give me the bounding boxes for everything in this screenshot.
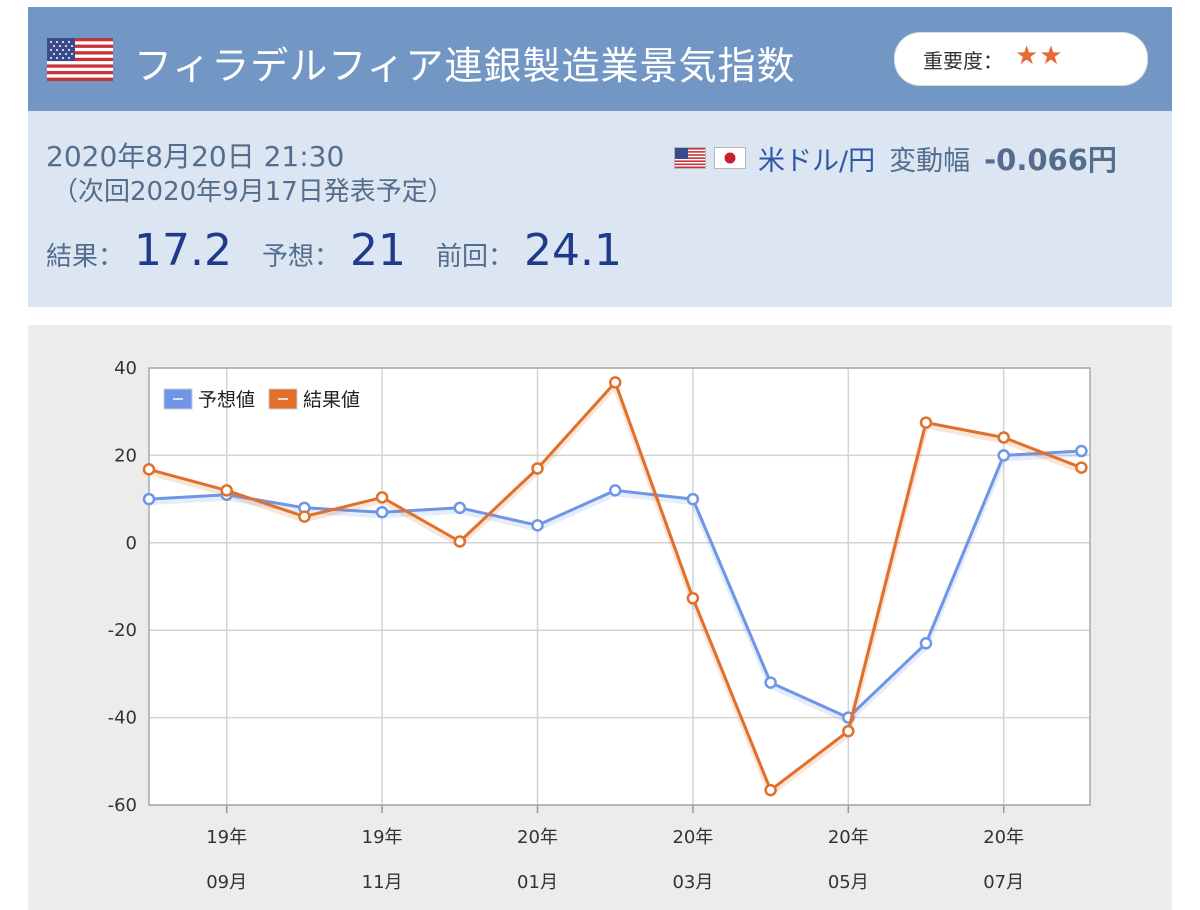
x-tick-label-month: 03月 xyxy=(672,872,713,893)
plot-area xyxy=(149,368,1090,805)
data-point xyxy=(919,416,933,429)
data-point xyxy=(375,491,389,504)
forecast-label: 予想： xyxy=(261,242,340,272)
data-point xyxy=(1075,461,1088,474)
data-point xyxy=(453,501,467,515)
previous-label: 前回： xyxy=(436,242,515,272)
currency-pair-area: 米ドル/円 変動幅 -0.066円 xyxy=(674,137,1117,177)
importance-badge: 重要度： ★★ xyxy=(894,32,1148,86)
previous-value: 24.1 xyxy=(524,225,622,276)
data-point xyxy=(142,463,156,476)
data-point xyxy=(220,484,233,497)
us-flag-icon xyxy=(47,38,113,81)
data-point xyxy=(919,637,933,650)
y-tick-label: 0 xyxy=(126,533,137,554)
release-datetime: 2020年8月20日 21:30 xyxy=(46,140,345,173)
data-point xyxy=(142,492,156,506)
indicator-header: フィラデルフィア連銀製造業景気指数 重要度： ★★ xyxy=(28,7,1172,111)
data-point xyxy=(608,376,622,389)
legend-label: 結果値 xyxy=(303,389,360,411)
data-point xyxy=(842,724,855,738)
plot-border xyxy=(148,367,1091,806)
x-tick-label-year: 20年 xyxy=(983,827,1024,848)
release-info-panel: 2020年8月20日 21:30 （次回2020年9月17日発表予定） 米ドル/… xyxy=(28,111,1172,307)
data-point xyxy=(764,676,777,689)
x-tick-label-month: 01月 xyxy=(517,872,558,893)
data-point xyxy=(997,431,1010,444)
importance-label: 重要度： xyxy=(923,49,1003,73)
x-tick-label-month: 11月 xyxy=(362,872,403,893)
jp-flag-icon xyxy=(714,147,746,169)
x-tick-label-year: 19年 xyxy=(362,827,403,848)
data-point xyxy=(531,462,544,475)
data-point xyxy=(608,484,622,497)
forecast-value: 21 xyxy=(350,225,406,276)
indicator-title: フィラデルフィア連銀製造業景気指数 xyxy=(134,44,796,88)
y-tick-label: -60 xyxy=(108,795,137,816)
x-tick-label-year: 20年 xyxy=(828,827,869,848)
currency-pair-link[interactable]: 米ドル/円 xyxy=(758,145,876,177)
y-tick-label: -40 xyxy=(108,708,137,729)
result-label: 結果： xyxy=(46,242,125,272)
y-tick-label: 40 xyxy=(114,358,137,379)
us-flag-icon xyxy=(674,147,706,169)
data-point xyxy=(453,535,467,548)
range-label: 変動幅 xyxy=(889,145,971,177)
chart-panel: 40 20 0 -20 -40 -60 19年 09月 19年 11月 20年 01月 20年 03月 20… xyxy=(28,325,1172,910)
results-row: 結果： 17.2 予想： 21 前回： 24.1 xyxy=(46,225,652,276)
legend-label: 予想値 xyxy=(198,389,255,411)
x-tick-label-year: 20年 xyxy=(517,827,558,848)
x-tick-label-month: 07月 xyxy=(983,872,1024,893)
data-point xyxy=(375,505,389,519)
line-chart: 40 20 0 -20 -40 -60 19年 09月 19年 11月 20年 01月 20年 03月 20… xyxy=(108,358,1091,893)
data-point xyxy=(997,449,1010,462)
range-value: -0.066円 xyxy=(984,143,1117,177)
importance-stars-icon: ★★ xyxy=(1015,41,1064,71)
x-tick-label-year: 20年 xyxy=(672,827,713,848)
next-release-date: （次回2020年9月17日発表予定） xyxy=(52,177,454,207)
data-point xyxy=(1075,444,1088,458)
x-tick-label-month: 05月 xyxy=(828,872,869,893)
x-tick-label-month: 09月 xyxy=(206,872,247,893)
y-tick-label: -20 xyxy=(108,620,137,641)
data-point xyxy=(686,492,700,506)
data-point xyxy=(298,510,311,523)
x-tick-label-year: 19年 xyxy=(206,827,247,848)
data-point xyxy=(764,783,777,797)
data-point xyxy=(531,519,544,532)
result-value: 17.2 xyxy=(134,225,232,276)
data-point xyxy=(686,592,700,605)
y-tick-label: 20 xyxy=(114,445,137,466)
